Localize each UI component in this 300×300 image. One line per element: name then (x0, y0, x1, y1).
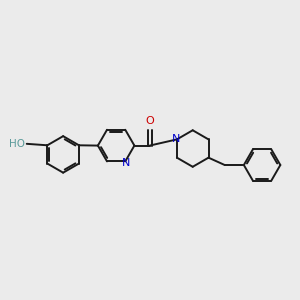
Text: N: N (172, 134, 180, 144)
Text: HO: HO (9, 139, 25, 149)
Text: N: N (122, 158, 130, 168)
Text: O: O (145, 116, 154, 126)
